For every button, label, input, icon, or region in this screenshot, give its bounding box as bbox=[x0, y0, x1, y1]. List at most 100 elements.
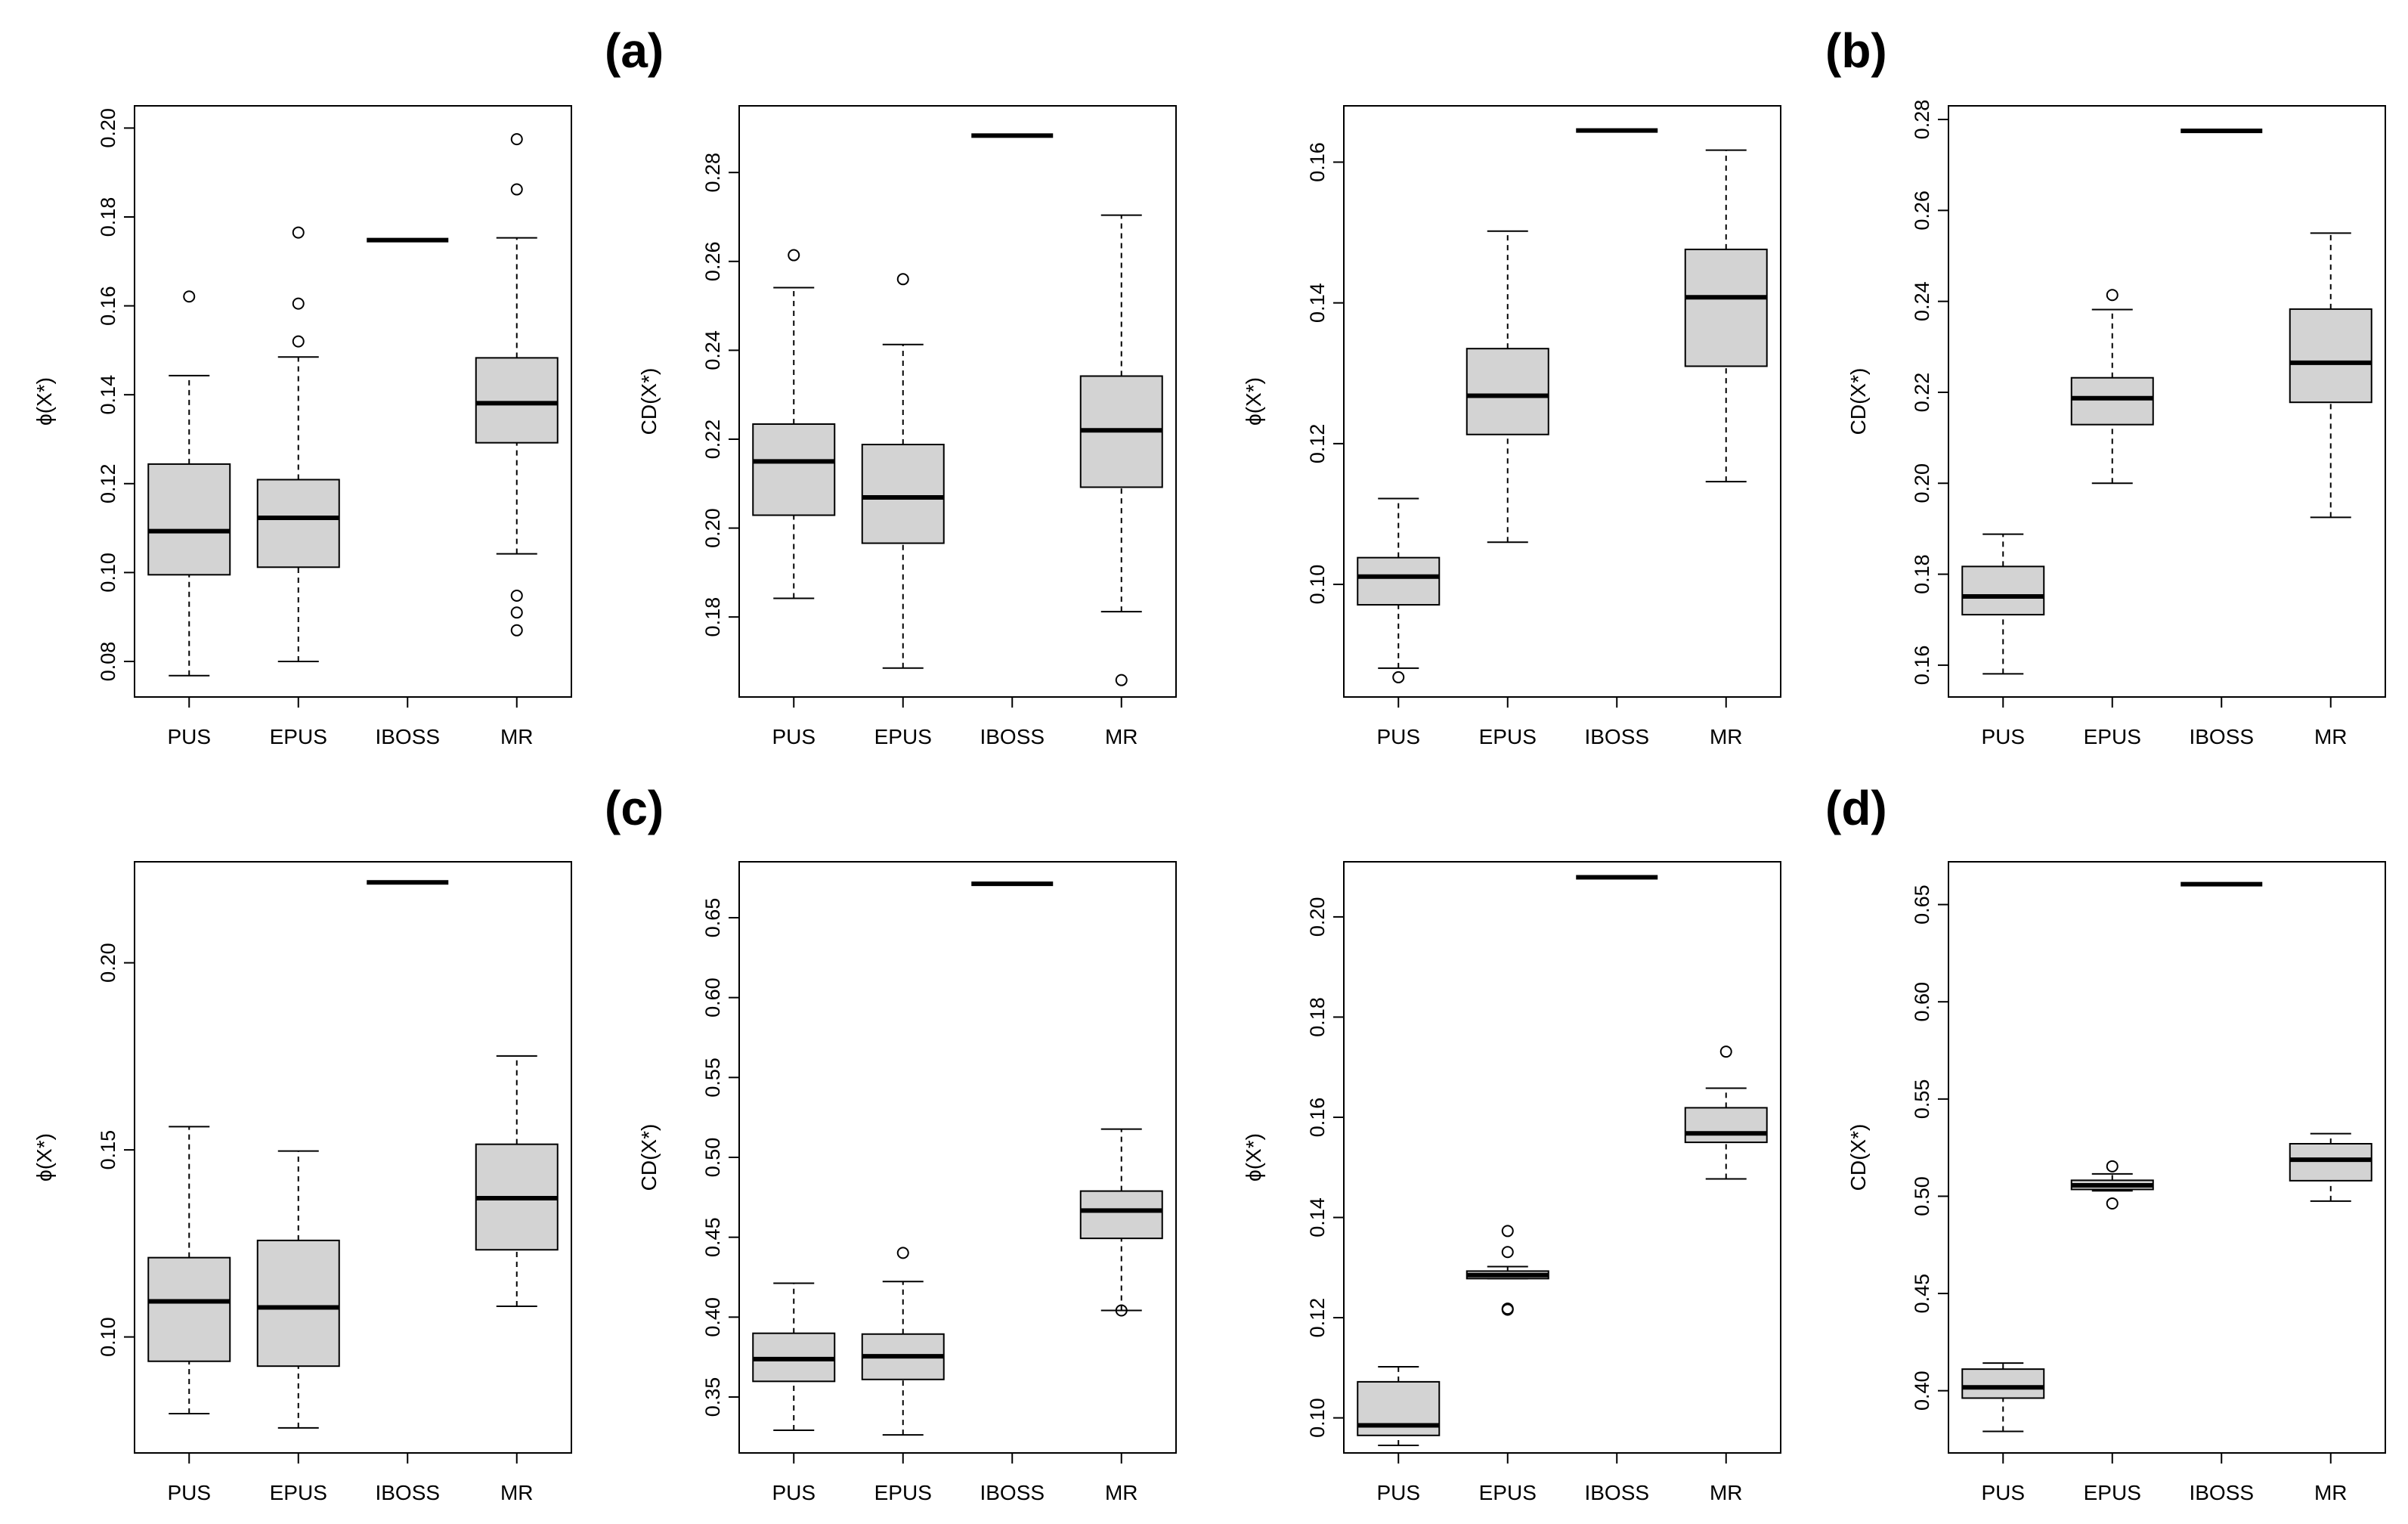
y-tick-label: 0.10 bbox=[1306, 565, 1329, 605]
outlier-point bbox=[510, 133, 523, 146]
x-tick-label: IBOSS bbox=[375, 1481, 440, 1504]
box-epus bbox=[1466, 230, 1549, 544]
y-tick-label: 0.16 bbox=[1306, 142, 1329, 182]
y-tick-label: 0.45 bbox=[1911, 1274, 1933, 1314]
y-tick-label: 0.15 bbox=[97, 1130, 119, 1170]
outlier-point bbox=[510, 624, 523, 637]
outlier-point bbox=[1392, 671, 1405, 683]
outlier-point bbox=[2106, 1160, 2119, 1172]
x-tick-label: EPUS bbox=[1479, 725, 1537, 748]
box-epus bbox=[1466, 1225, 1549, 1316]
y-tick-label: 0.12 bbox=[1306, 424, 1329, 464]
boxplot-panel-2: 0.18 0.20 0.22 0.24 0.26 0.28 CD(X*) PUS EPUS IBO… bbox=[637, 105, 1177, 748]
x-tick-label: MR bbox=[1710, 725, 1743, 748]
y-tick-label: 0.60 bbox=[1911, 982, 1933, 1022]
box-mr bbox=[2289, 1132, 2372, 1202]
iqr-box bbox=[2289, 1142, 2372, 1182]
x-tick-label: PUS bbox=[1376, 1481, 1420, 1504]
y-axis-label: ϕ(X*) bbox=[32, 377, 56, 426]
x-tick-label: EPUS bbox=[874, 725, 932, 748]
iqr-box bbox=[861, 444, 945, 544]
x-tick-label: IBOSS bbox=[1584, 1481, 1649, 1504]
box-pus bbox=[752, 1282, 836, 1431]
iqr-box bbox=[256, 479, 340, 568]
x-tick-label: PUS bbox=[772, 725, 816, 748]
y-tick-label: 0.65 bbox=[1911, 884, 1933, 925]
y-tick-label: 0.12 bbox=[1306, 1298, 1329, 1338]
box-pus bbox=[1357, 1366, 1441, 1447]
iqr-box bbox=[256, 1239, 340, 1368]
box-epus bbox=[256, 226, 340, 662]
boxplot-panel-5: 0.10 0.15 0.20 ϕ(X*) PUS EPUS IBOSS MR bbox=[32, 861, 572, 1504]
x-tick-label: PUS bbox=[1981, 725, 2025, 748]
y-tick-label: 0.10 bbox=[1306, 1398, 1329, 1438]
iqr-box bbox=[1466, 348, 1549, 435]
y-tick-label: 0.20 bbox=[701, 508, 724, 548]
outlier-point bbox=[2106, 289, 2119, 302]
y-tick-label: 0.24 bbox=[701, 330, 724, 370]
panel-label-c: (c) bbox=[605, 781, 664, 835]
outlier-point bbox=[510, 589, 523, 602]
boxplot-panel-3: 0.10 0.12 0.14 0.16 ϕ(X*) PUS EPUS IBOSS MR bbox=[1242, 105, 1781, 748]
y-tick-label: 0.50 bbox=[701, 1138, 724, 1178]
y-tick-label: 0.10 bbox=[97, 1317, 119, 1357]
iqr-box bbox=[147, 463, 231, 576]
box-mr bbox=[1684, 1045, 1768, 1180]
box-epus bbox=[861, 273, 945, 669]
y-tick-label: 0.18 bbox=[701, 597, 724, 637]
y-axis-label: CD(X*) bbox=[637, 1124, 661, 1191]
x-tick-label: MR bbox=[2314, 1481, 2348, 1504]
y-tick-label: 0.35 bbox=[701, 1377, 724, 1417]
y-tick-label: 0.16 bbox=[97, 286, 119, 326]
boxplot-panel-8: 0.40 0.45 0.50 0.55 0.60 0.65 CD(X*) PUS EPUS IBO… bbox=[1846, 861, 2386, 1504]
outlier-point bbox=[183, 290, 196, 303]
y-tick-label: 0.18 bbox=[97, 197, 119, 237]
x-tick-label: EPUS bbox=[2084, 725, 2141, 748]
y-tick-label: 0.45 bbox=[701, 1217, 724, 1257]
box-pus bbox=[1357, 497, 1441, 683]
y-tick-label: 0.65 bbox=[701, 898, 724, 938]
y-tick-label: 0.08 bbox=[97, 642, 119, 682]
x-tick-label: PUS bbox=[167, 725, 211, 748]
x-tick-label: PUS bbox=[1981, 1481, 2025, 1504]
x-tick-label: IBOSS bbox=[980, 1481, 1045, 1504]
outlier-point bbox=[1115, 674, 1128, 686]
iqr-box bbox=[475, 357, 559, 444]
y-tick-label: 0.14 bbox=[97, 375, 119, 415]
iqr-box bbox=[1079, 1190, 1163, 1240]
box-mr bbox=[1684, 149, 1768, 483]
y-tick-label: 0.16 bbox=[1306, 1098, 1329, 1138]
boxplot-panel-1: 0.08 0.10 0.12 0.14 0.16 0.18 0.20 ϕ(X*) PUS EPUS… bbox=[32, 105, 572, 748]
y-tick-label: 0.14 bbox=[1306, 283, 1329, 323]
y-tick-label: 0.18 bbox=[1306, 997, 1329, 1037]
x-tick-label: IBOSS bbox=[2189, 725, 2254, 748]
box-pus bbox=[1961, 1362, 2045, 1433]
y-tick-label: 0.26 bbox=[701, 242, 724, 282]
y-tick-label: 0.24 bbox=[1911, 281, 1933, 321]
outlier-point bbox=[510, 183, 523, 196]
y-tick-label: 0.55 bbox=[701, 1058, 724, 1098]
x-tick-label: MR bbox=[1105, 1481, 1138, 1504]
x-tick-label: IBOSS bbox=[2189, 1481, 2254, 1504]
y-axis-label: CD(X*) bbox=[637, 368, 661, 435]
x-tick-label: MR bbox=[2314, 725, 2348, 748]
outlier-point bbox=[1501, 1303, 1514, 1315]
x-tick-label: IBOSS bbox=[375, 725, 440, 748]
y-tick-label: 0.26 bbox=[1911, 190, 1933, 231]
x-tick-label: EPUS bbox=[270, 1481, 327, 1504]
x-tick-label: PUS bbox=[1376, 725, 1420, 748]
box-epus bbox=[861, 1247, 945, 1436]
y-tick-label: 0.28 bbox=[1911, 100, 1933, 140]
outlier-point bbox=[1501, 1225, 1514, 1237]
y-tick-label: 0.18 bbox=[1911, 554, 1933, 594]
outlier-point bbox=[292, 297, 305, 310]
y-tick-label: 0.22 bbox=[1911, 373, 1933, 413]
iqr-box bbox=[1357, 556, 1441, 606]
iqr-box bbox=[1961, 565, 2045, 616]
y-tick-label: 0.14 bbox=[1306, 1197, 1329, 1237]
panel-label-b: (b) bbox=[1825, 23, 1887, 78]
x-tick-label: PUS bbox=[772, 1481, 816, 1504]
y-axis-label: CD(X*) bbox=[1846, 368, 1870, 435]
panel-label-d: (d) bbox=[1825, 781, 1887, 835]
outlier-point bbox=[510, 606, 523, 619]
